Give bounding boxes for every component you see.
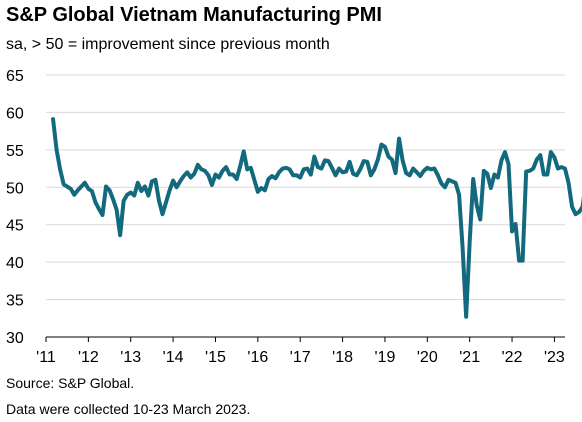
chart-title: S&P Global Vietnam Manufacturing PMI (6, 4, 382, 26)
y-tick-label: 40 (6, 255, 24, 272)
grid-layer (46, 74, 565, 301)
y-tick-label: 50 (6, 180, 24, 197)
source-note: Source: S&P Global. (6, 375, 135, 391)
series-layer (51, 117, 582, 319)
x-tick-label: '22 (502, 349, 523, 366)
series-line-pmi (51, 117, 582, 319)
y-tick-label: 60 (6, 105, 24, 122)
y-axis-ticks: 65 60 55 50 45 40 35 30 (6, 68, 24, 347)
chart-subtitle: sa, > 50 = improvement since previous mo… (6, 36, 330, 53)
x-tick-label: '17 (290, 349, 311, 366)
x-axis-ticks: '11 '12 '13 '14 '15 '16 '17 '18 '19 '20 '21 '22 '23 (36, 337, 565, 366)
y-tick-label: 30 (6, 330, 24, 347)
data-collection-note: Data were collected 10-23 March 2023. (6, 401, 251, 417)
x-tick-label: '20 (417, 349, 438, 366)
y-tick-label: 55 (6, 143, 24, 160)
x-tick-label: '19 (375, 349, 396, 366)
x-tick-label: '15 (205, 349, 226, 366)
x-tick-label: '14 (163, 349, 184, 366)
x-tick-label: '18 (332, 349, 353, 366)
x-tick-label: '16 (247, 349, 268, 366)
x-tick-label: '21 (459, 349, 480, 366)
y-tick-label: 35 (6, 293, 24, 310)
x-tick-label: '12 (78, 349, 99, 366)
y-tick-label: 65 (6, 68, 24, 85)
y-tick-label: 45 (6, 218, 24, 235)
x-tick-label: '13 (120, 349, 141, 366)
x-tick-label: '23 (544, 349, 565, 366)
x-tick-label: '11 (36, 349, 56, 366)
